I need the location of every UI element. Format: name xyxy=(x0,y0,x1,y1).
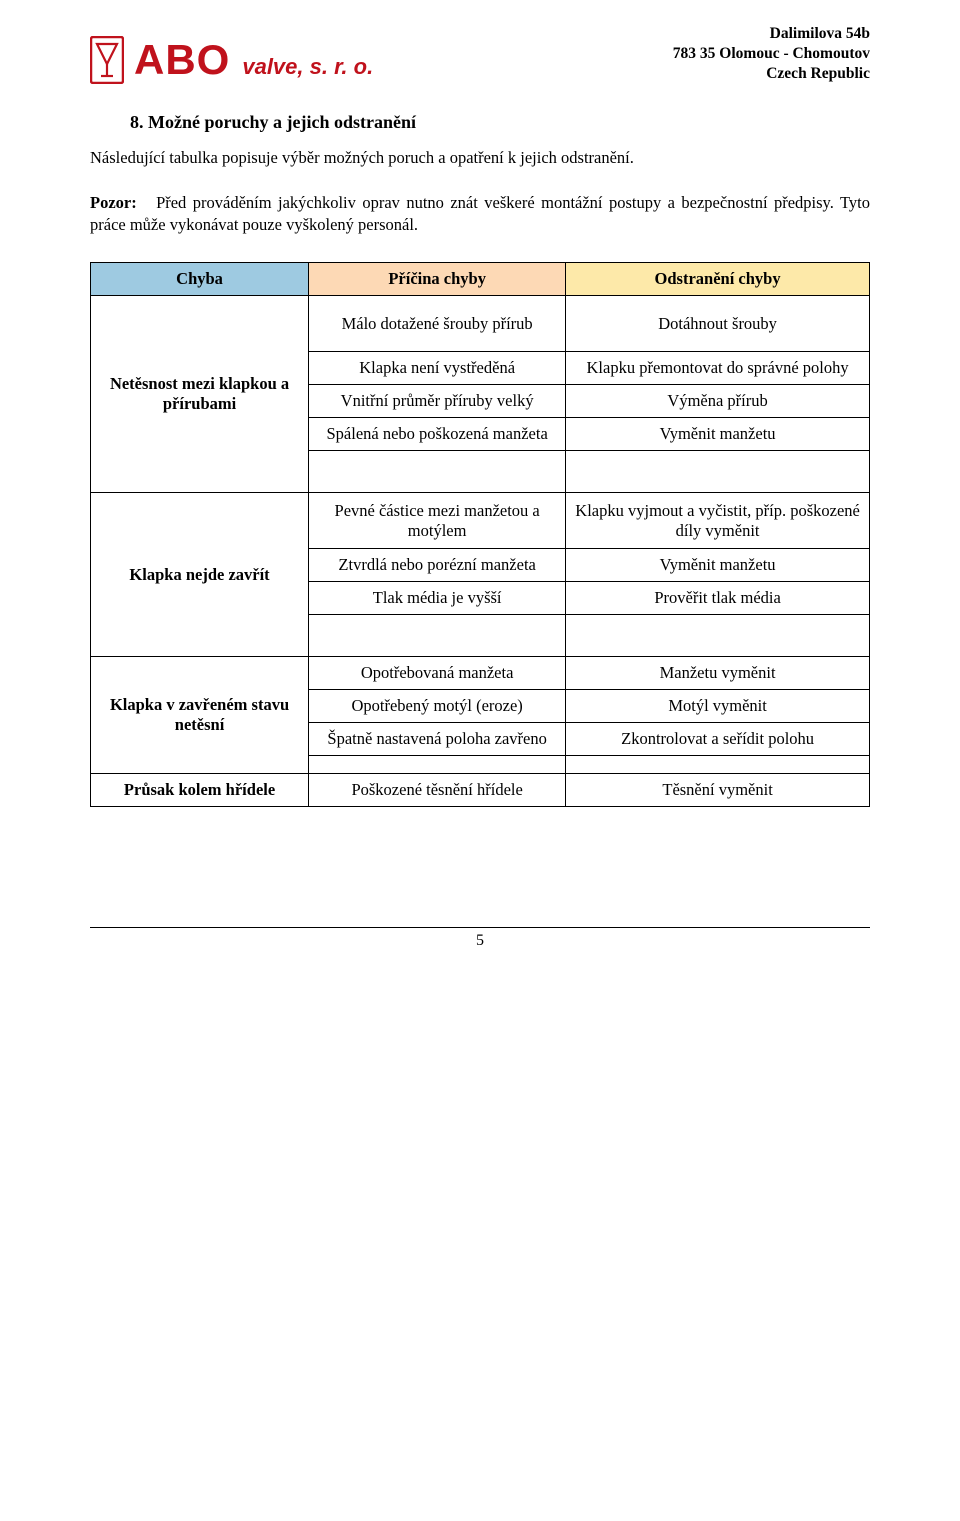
fault-label: Klapka v zavřeném stavu netěsní xyxy=(91,657,309,774)
col-header-fault: Chyba xyxy=(91,263,309,296)
fix-cell: Prověřit tlak média xyxy=(566,582,870,615)
col-header-fix: Odstranění chyby xyxy=(566,263,870,296)
address-line: Dalimilova 54b xyxy=(673,24,870,44)
table-row: Klapka v zavřeném stavu netěsní Opotřebo… xyxy=(91,657,870,690)
intro-paragraph: Následující tabulka popisuje výběr možný… xyxy=(90,147,870,169)
valve-logo-icon xyxy=(90,36,124,84)
logo-text-valve: valve, s. r. o. xyxy=(242,54,373,80)
address-line: 783 35 Olomouc - Chomoutov xyxy=(673,44,870,64)
page-number: 5 xyxy=(476,932,484,949)
fix-cell: Zkontrolovat a seřídit polohu xyxy=(566,723,870,756)
col-header-cause: Příčina chyby xyxy=(309,263,566,296)
fix-cell: Klapku vyjmout a vyčistit, příp. poškoze… xyxy=(566,493,870,549)
fault-label: Průsak kolem hřídele xyxy=(91,774,309,807)
cause-cell: Málo dotažené šrouby přírub xyxy=(309,296,566,352)
pozor-label: Pozor: xyxy=(90,193,137,212)
fix-cell: Klapku přemontovat do správné polohy xyxy=(566,352,870,385)
company-address: Dalimilova 54b 783 35 Olomouc - Chomouto… xyxy=(673,24,870,84)
section-heading: 8. Možné poruchy a jejich odstranění xyxy=(130,112,870,133)
page-footer: 5 xyxy=(90,927,870,950)
cause-cell: Tlak média je vyšší xyxy=(309,582,566,615)
fix-cell: Dotáhnout šrouby xyxy=(566,296,870,352)
warning-paragraph: Pozor: Před prováděním jakýchkoliv oprav… xyxy=(90,192,870,237)
cause-cell: Opotřebený motýl (eroze) xyxy=(309,690,566,723)
fault-table: Chyba Příčina chyby Odstranění chyby Net… xyxy=(90,262,870,807)
fault-label: Netěsnost mezi klapkou a přírubami xyxy=(91,296,309,493)
logo-text-abo: ABO xyxy=(134,36,230,84)
company-logo: ABO valve, s. r. o. xyxy=(90,24,373,84)
fix-cell: Těsnění vyměnit xyxy=(566,774,870,807)
fix-cell: Manžetu vyměnit xyxy=(566,657,870,690)
fix-cell: Výměna přírub xyxy=(566,385,870,418)
cause-cell: Klapka není vystředěná xyxy=(309,352,566,385)
fault-label: Klapka nejde zavřít xyxy=(91,493,309,657)
table-row: Netěsnost mezi klapkou a přírubami Málo … xyxy=(91,296,870,352)
page: ABO valve, s. r. o. Dalimilova 54b 783 3… xyxy=(0,0,960,990)
cause-cell: Vnitřní průměr příruby velký xyxy=(309,385,566,418)
cause-cell: Špatně nastavená poloha zavřeno xyxy=(309,723,566,756)
address-line: Czech Republic xyxy=(673,64,870,84)
fix-cell: Vyměnit manžetu xyxy=(566,418,870,451)
table-row: Průsak kolem hřídele Poškozené těsnění h… xyxy=(91,774,870,807)
cause-cell: Ztvrdlá nebo porézní manžeta xyxy=(309,549,566,582)
cause-cell: Pevné částice mezi manžetou a motýlem xyxy=(309,493,566,549)
table-header-row: Chyba Příčina chyby Odstranění chyby xyxy=(91,263,870,296)
pozor-text: Před prováděním jakýchkoliv oprav nutno … xyxy=(90,193,870,234)
page-header: ABO valve, s. r. o. Dalimilova 54b 783 3… xyxy=(90,24,870,84)
fix-cell: Vyměnit manžetu xyxy=(566,549,870,582)
cause-cell: Spálená nebo poškozená manžeta xyxy=(309,418,566,451)
fix-cell: Motýl vyměnit xyxy=(566,690,870,723)
cause-cell: Poškozené těsnění hřídele xyxy=(309,774,566,807)
table-row: Klapka nejde zavřít Pevné částice mezi m… xyxy=(91,493,870,549)
cause-cell: Opotřebovaná manžeta xyxy=(309,657,566,690)
